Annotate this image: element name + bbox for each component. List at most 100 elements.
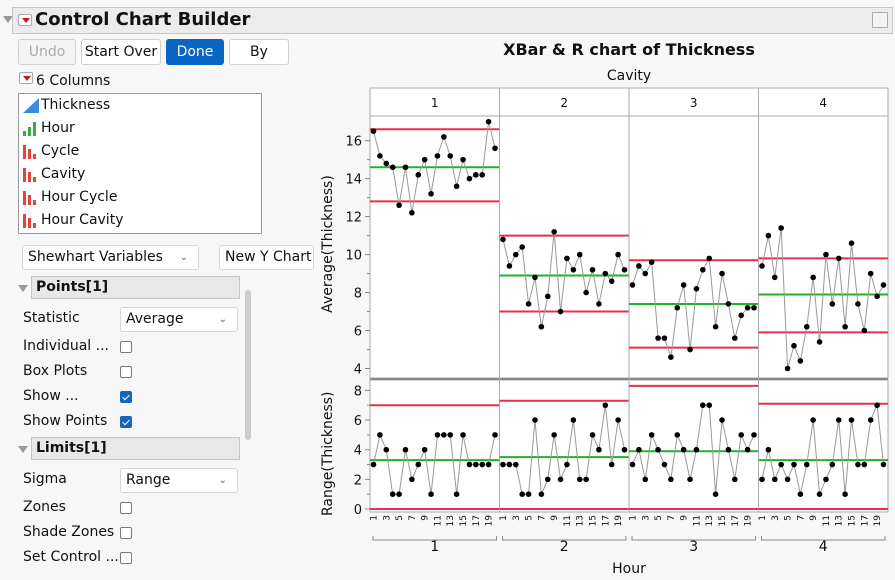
column-item-hour-cycle[interactable]: Hour Cycle [19, 186, 261, 209]
avg-data-point [532, 274, 538, 281]
chart-title: XBar & R chart of Thickness [503, 40, 755, 59]
column-item-hour[interactable]: Hour [19, 117, 261, 140]
avg-data-point [803, 323, 810, 330]
sigma-select[interactable]: Range ⌄ [120, 468, 238, 493]
x-tick-label: 7 [408, 515, 418, 521]
column-item-hour-cavity[interactable]: Hour Cavity [19, 209, 261, 232]
avg-data-point [791, 342, 797, 349]
chevron-down-icon: ⌄ [218, 314, 227, 325]
x-tick-label: 19 [614, 515, 624, 527]
avg-data-point [447, 153, 454, 159]
individual-points-label: Individual ... [23, 338, 109, 354]
range-data-point [867, 417, 874, 423]
range-data-point [512, 461, 519, 468]
x-tick-label: 17 [601, 515, 611, 526]
limits-collapse-icon[interactable] [18, 446, 28, 453]
avg-data-point [500, 236, 506, 243]
set-control-limits-checkbox[interactable] [120, 552, 132, 564]
x-tick-label: 15 [589, 515, 599, 526]
done-button[interactable]: Done [166, 39, 224, 65]
x-tick-label: 3 [382, 515, 392, 521]
avg-data-point [377, 153, 383, 159]
avg-data-point [861, 327, 868, 334]
column-item-cycle[interactable]: Cycle [19, 140, 261, 163]
avg-data-point [738, 312, 745, 319]
x-tick-label: 11 [433, 515, 443, 526]
outline-toggle-icon[interactable] [3, 16, 13, 23]
x-tick-label: 19 [744, 515, 754, 527]
range-data-point [453, 491, 460, 498]
chart-type-select[interactable]: Shewhart Variables ⌄ [22, 245, 199, 270]
zones-checkbox[interactable] [120, 502, 132, 514]
sigma-label: Sigma [23, 471, 67, 487]
range-data-point [791, 461, 797, 468]
range-data-point [732, 476, 738, 483]
show-limits-checkbox[interactable] [120, 391, 132, 403]
undo-button[interactable]: Undo [18, 39, 76, 65]
statistic-select[interactable]: Average ⌄ [120, 307, 238, 332]
x-tick-label: 5 [525, 515, 535, 521]
by-button[interactable]: By [229, 39, 289, 65]
group-axis-bracket [372, 536, 497, 541]
points-section-header[interactable]: Points[1] [31, 276, 240, 299]
start-over-button[interactable]: Start Over [81, 39, 161, 65]
range-data-point [759, 476, 765, 483]
avg-data-point [512, 251, 519, 258]
avg-data-point [706, 255, 713, 262]
x-axis-label[interactable]: Hour [612, 561, 646, 577]
red-triangle-menu-icon[interactable] [18, 14, 32, 26]
group-label[interactable]: Cavity [606, 68, 652, 84]
column-item-cavity[interactable]: Cavity [19, 163, 261, 186]
avg-data-point [402, 164, 409, 171]
avg-y-tick-label: 6 [354, 325, 362, 340]
columns-menu-icon[interactable] [19, 72, 33, 84]
new-y-chart-button[interactable]: New Y Chart [219, 245, 314, 270]
zones-label: Zones [23, 499, 66, 515]
show-limits-label: Show ... [23, 388, 79, 404]
range-data-point [712, 491, 719, 498]
avg-data-point [466, 175, 473, 182]
range-data-point [583, 476, 589, 483]
avg-data-point [725, 301, 732, 307]
avg-data-point [759, 263, 765, 269]
range-data-point [589, 432, 596, 438]
group-header-label: 2 [560, 96, 568, 110]
avg-data-point [479, 172, 486, 178]
continuous-icon [23, 98, 39, 113]
show-points-label: Show Points [23, 413, 108, 429]
panel-scrollbar[interactable] [245, 290, 251, 440]
range-data-point [778, 461, 784, 468]
popout-icon[interactable] [872, 12, 888, 28]
avg-data-point [797, 358, 804, 364]
group-axis-label: 4 [819, 539, 828, 555]
avg-data-point [867, 270, 874, 277]
range-data-point [719, 417, 725, 423]
points-collapse-icon[interactable] [18, 285, 28, 292]
x-tick-label: 11 [822, 515, 832, 526]
columns-list[interactable]: Thickness Hour Cycle Cavity Hour Cycle H… [18, 93, 262, 234]
avg-data-point [396, 202, 402, 209]
individual-points-checkbox[interactable] [120, 341, 132, 353]
range-data-point [803, 461, 810, 468]
range-data-point [615, 417, 621, 423]
shade-zones-checkbox[interactable] [120, 527, 132, 539]
group-axis-label: 2 [560, 539, 569, 555]
range-data-point [460, 432, 466, 438]
avg-data-point [564, 255, 570, 262]
limits-section-header[interactable]: Limits[1] [31, 437, 240, 460]
avg-data-point [835, 255, 842, 262]
avg-data-point [441, 134, 447, 140]
range-data-point [396, 491, 402, 498]
avg-data-point [874, 293, 880, 300]
avg-data-point [525, 301, 532, 307]
x-tick-label: 7 [796, 515, 806, 521]
column-item-thickness[interactable]: Thickness [19, 94, 261, 117]
show-points-checkbox[interactable] [120, 416, 132, 428]
avg-data-point [421, 156, 428, 163]
box-plots-checkbox[interactable] [120, 366, 132, 378]
avg-data-point [557, 308, 564, 315]
range-data-point [473, 461, 479, 468]
avg-data-point [744, 304, 751, 311]
avg-data-point [460, 156, 466, 163]
range-data-point [409, 476, 415, 483]
